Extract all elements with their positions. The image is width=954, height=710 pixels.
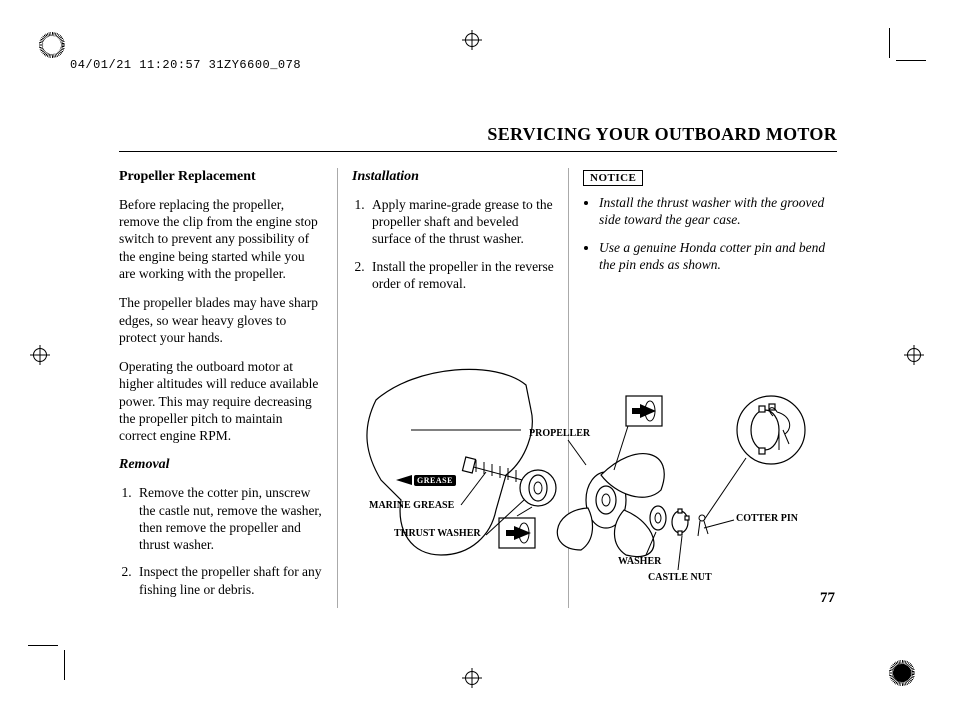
lead-line xyxy=(704,458,746,520)
list-item: Remove the cotter pin, unscrew the castl… xyxy=(135,484,323,553)
notice-bullets: Install the thrust washer with the groov… xyxy=(583,194,837,273)
lead-line xyxy=(517,507,532,516)
crop-mark xyxy=(889,28,890,58)
page-number: 77 xyxy=(820,590,835,607)
grease-tag: GREASE xyxy=(414,475,456,486)
crop-mark xyxy=(64,650,65,680)
lead-line xyxy=(704,520,734,528)
section-title: SERVICING YOUR OUTBOARD MOTOR xyxy=(119,124,837,145)
list-item: Install the thrust washer with the groov… xyxy=(599,194,837,229)
notice-badge: NOTICE xyxy=(583,170,643,186)
paragraph: The propeller blades may have sharp edge… xyxy=(119,294,323,346)
paragraph: Operating the outboard motor at higher a… xyxy=(119,358,323,444)
castle-nut xyxy=(672,509,689,535)
label-cotter-pin: COTTER PIN xyxy=(736,513,798,524)
column-1: Propeller Replacement Before replacing t… xyxy=(119,168,337,608)
print-mark-starburst xyxy=(39,32,65,58)
label-thrust-washer: THRUST WASHER xyxy=(394,528,481,539)
list-item: Use a genuine Honda cotter pin and bend … xyxy=(599,239,837,274)
page: 04/01/21 11:20:57 31ZY6600_078 SERVICING… xyxy=(0,0,954,710)
grease-arrow-icon xyxy=(396,475,412,485)
label-propeller: PROPELLER xyxy=(529,428,590,439)
label-marine-grease: MARINE GREASE xyxy=(369,500,454,511)
crop-mark xyxy=(896,60,926,61)
list-item: Inspect the propeller shaft for any fish… xyxy=(135,563,323,598)
label-castle-nut: CASTLE NUT xyxy=(648,572,712,583)
label-washer: WASHER xyxy=(618,556,661,567)
paragraph: Before replacing the propeller, remove t… xyxy=(119,196,323,282)
installation-steps: Apply marine-grade grease to the propell… xyxy=(352,196,554,292)
registration-mark xyxy=(462,30,482,50)
cotter-pin xyxy=(698,515,708,536)
registration-mark xyxy=(462,668,482,688)
propeller-diagram: PROPELLER MARINE GREASE THRUST WASHER WA… xyxy=(356,360,836,600)
heading-propeller-replacement: Propeller Replacement xyxy=(119,168,323,186)
registration-mark xyxy=(30,345,50,365)
print-mark-starburst xyxy=(889,660,915,686)
lead-line xyxy=(568,440,586,465)
list-item: Install the propeller in the reverse ord… xyxy=(368,258,554,293)
thrust-washer xyxy=(529,475,547,501)
heading-installation: Installation xyxy=(352,168,554,186)
propeller xyxy=(557,454,664,557)
lead-line xyxy=(678,536,682,570)
registration-mark xyxy=(904,345,924,365)
crop-mark xyxy=(28,645,58,646)
heading-removal: Removal xyxy=(119,456,323,474)
title-rule xyxy=(119,151,837,152)
washer xyxy=(650,506,666,530)
list-item: Apply marine-grade grease to the propell… xyxy=(368,196,554,248)
print-timestamp: 04/01/21 11:20:57 31ZY6600_078 xyxy=(70,58,301,72)
removal-steps: Remove the cotter pin, unscrew the castl… xyxy=(119,484,323,598)
